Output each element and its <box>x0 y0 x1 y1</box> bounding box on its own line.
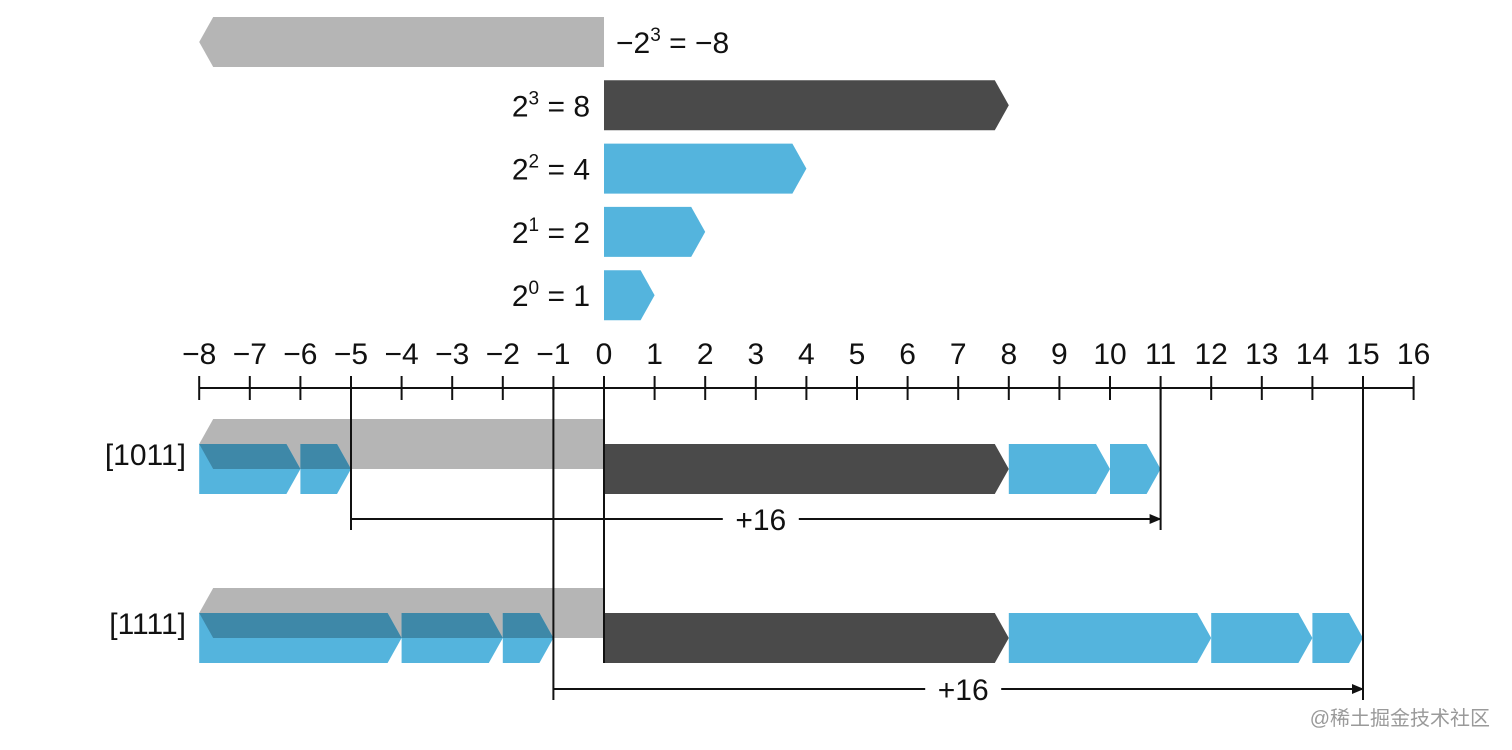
weight-label-1: 23 = 8 <box>512 88 590 123</box>
weight-bar-1 <box>604 80 1009 131</box>
tick-label-14: 6 <box>899 338 916 371</box>
positive-side-piece-2 <box>1110 444 1161 494</box>
watermark: @稀土掘金技术社区 <box>1310 707 1490 730</box>
positive-side-piece-3 <box>1312 613 1363 663</box>
row-label: [1111] <box>109 608 186 641</box>
tick-label-9: 1 <box>646 338 663 371</box>
weight-label-4: 20 = 1 <box>512 278 590 313</box>
overlap-band-1 <box>300 444 351 469</box>
example-row-0: +16 [1011] <box>105 388 1162 537</box>
number-line: −8 −7 −6 −5 −4 −3 −2 −1 0 1 2 3 4 5 6 7 8 9 10 11 12 13 14 15 16 <box>182 338 1430 400</box>
bit-weights: −23 = −8 23 = 8 22 = 4 21 = 2 20 = 1 <box>199 17 1009 321</box>
tick-label-3: −5 <box>334 338 368 371</box>
tick-label-21: 13 <box>1245 338 1278 371</box>
tick-label-4: −4 <box>384 338 418 371</box>
overlap-band-1 <box>401 613 503 638</box>
tick-label-11: 3 <box>747 338 764 371</box>
weight-bar-0 <box>199 17 604 67</box>
positive-side-piece-1 <box>1008 613 1212 663</box>
example-row-1: +16 [1111] <box>109 388 1364 707</box>
positive-side-piece-2 <box>1211 613 1313 663</box>
tick-label-1: −7 <box>233 338 267 371</box>
tick-label-18: 10 <box>1093 338 1126 371</box>
tick-label-8: 0 <box>596 338 613 371</box>
tick-label-0: −8 <box>182 338 216 371</box>
weight-bar-3 <box>604 206 706 257</box>
tick-label-15: 7 <box>950 338 967 371</box>
weight-bar-2 <box>604 143 807 194</box>
tick-label-2: −6 <box>283 338 317 371</box>
delta-label: +16 <box>938 674 989 707</box>
overlap-band-0 <box>199 613 402 638</box>
tick-label-10: 2 <box>697 338 714 371</box>
overlap-band-2 <box>502 613 554 638</box>
tick-label-22: 14 <box>1296 338 1329 371</box>
examples: +16 [1011] +16 [1111] <box>105 388 1364 707</box>
tick-label-17: 9 <box>1051 338 1068 371</box>
positive-side-piece-0 <box>604 444 1009 494</box>
weight-label-3: 21 = 2 <box>512 215 590 250</box>
tick-label-5: −3 <box>435 338 469 371</box>
weight-label-2: 22 = 4 <box>512 152 590 187</box>
tick-label-19: 11 <box>1145 338 1176 371</box>
weight-label-0: −23 = −8 <box>616 25 729 60</box>
tick-label-6: −2 <box>486 338 520 371</box>
tick-label-23: 15 <box>1346 338 1379 371</box>
tick-label-20: 12 <box>1195 338 1228 371</box>
delta-label: +16 <box>735 504 786 537</box>
positive-side-piece-1 <box>1008 444 1110 494</box>
row-label: [1011] <box>105 439 186 472</box>
weight-bar-4 <box>604 270 655 321</box>
positive-side-piece-0 <box>604 613 1009 663</box>
tick-label-12: 4 <box>798 338 815 371</box>
tick-label-13: 5 <box>849 338 866 371</box>
tick-label-16: 8 <box>1000 338 1017 371</box>
tick-label-24: 16 <box>1397 338 1430 371</box>
tick-label-7: −1 <box>536 338 570 371</box>
overlap-band-0 <box>199 444 301 469</box>
